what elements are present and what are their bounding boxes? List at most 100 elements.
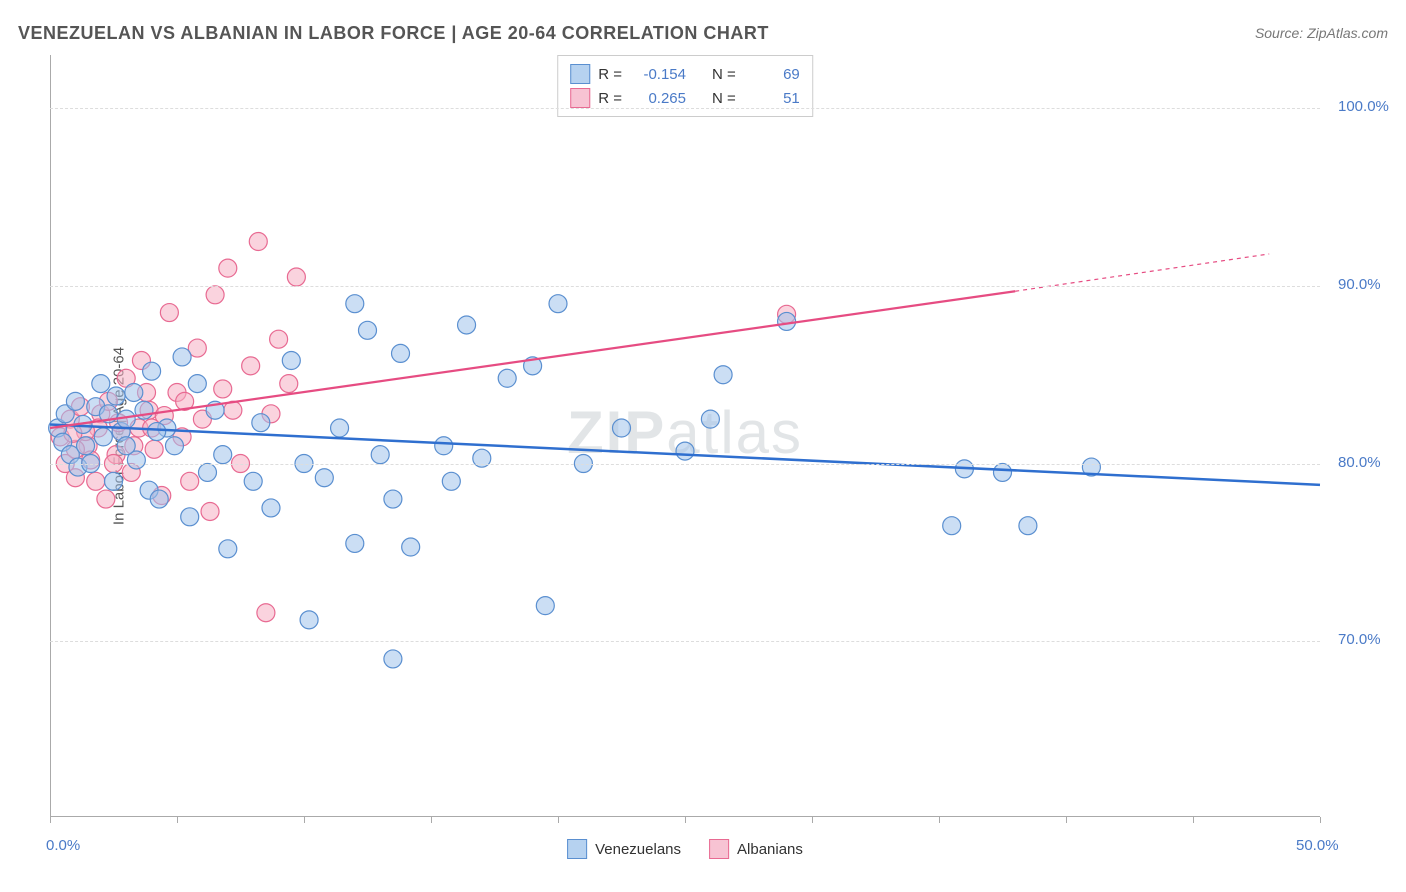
point-venezuelans [300,611,318,629]
point-venezuelans [458,316,476,334]
legend-r-val-0: -0.154 [630,66,686,83]
point-venezuelans [165,437,183,455]
point-venezuelans [701,410,719,428]
point-albanians [201,502,219,520]
point-venezuelans [1019,517,1037,535]
legend-r-val-1: 0.265 [630,90,686,107]
point-albanians [287,268,305,286]
point-venezuelans [498,369,516,387]
point-venezuelans [92,375,110,393]
point-venezuelans [94,428,112,446]
y-tick-label: 90.0% [1338,276,1381,293]
plot-area: In Labor Force | Age 20-64 ZIPatlas R = … [50,55,1320,817]
y-tick-label: 80.0% [1338,454,1381,471]
point-venezuelans [181,508,199,526]
point-venezuelans [105,472,123,490]
point-albanians [270,330,288,348]
point-venezuelans [214,446,232,464]
point-venezuelans [943,517,961,535]
point-albanians [87,472,105,490]
point-venezuelans [994,463,1012,481]
point-albanians [219,259,237,277]
point-venezuelans [676,442,694,460]
point-venezuelans [77,437,95,455]
chart-title: VENEZUELAN VS ALBANIAN IN LABOR FORCE | … [18,23,769,44]
x-tick [50,817,51,823]
point-venezuelans [282,352,300,370]
point-venezuelans [148,423,166,441]
point-albanians [206,286,224,304]
gridline-h [50,108,1320,109]
legend-r-label: R = [598,66,622,83]
chart-container: VENEZUELAN VS ALBANIAN IN LABOR FORCE | … [0,0,1406,892]
x-tick [304,817,305,823]
x-tick [558,817,559,823]
legend-n-label: N = [712,66,736,83]
source-label: Source: ZipAtlas.com [1255,25,1388,41]
title-bar: VENEZUELAN VS ALBANIAN IN LABOR FORCE | … [18,18,1388,48]
swatch-albanians [570,88,590,108]
point-albanians [145,440,163,458]
legend-series: Venezuelans Albanians [567,839,803,859]
point-venezuelans [143,362,161,380]
legend-n-label-1: N = [712,90,736,107]
legend-label-albanians: Albanians [737,841,803,858]
point-venezuelans [150,490,168,508]
legend-r-label-1: R = [598,90,622,107]
legend-n-val-1: 51 [744,90,800,107]
point-venezuelans [107,387,125,405]
point-venezuelans [262,499,280,517]
point-venezuelans [331,419,349,437]
point-albanians [214,380,232,398]
x-tick [939,817,940,823]
point-venezuelans [244,472,262,490]
point-venezuelans [117,437,135,455]
point-venezuelans [442,472,460,490]
x-tick [1193,817,1194,823]
y-tick-label: 100.0% [1338,98,1389,115]
point-venezuelans [384,650,402,668]
legend-item-albanians: Albanians [709,839,803,859]
point-venezuelans [346,534,364,552]
swatch-venezuelans-b [567,839,587,859]
point-venezuelans [371,446,389,464]
point-venezuelans [359,321,377,339]
point-venezuelans [778,312,796,330]
point-venezuelans [549,295,567,313]
point-venezuelans [384,490,402,508]
point-venezuelans [125,383,143,401]
x-tick [685,817,686,823]
point-venezuelans [536,597,554,615]
x-tick [431,817,432,823]
legend-item-venezuelans: Venezuelans [567,839,681,859]
point-venezuelans [173,348,191,366]
point-venezuelans [252,414,270,432]
gridline-h [50,464,1320,465]
legend-n-val-0: 69 [744,66,800,83]
point-albanians [160,304,178,322]
swatch-albanians-b [709,839,729,859]
x-tick-label: 0.0% [46,837,80,854]
point-venezuelans [66,392,84,410]
x-tick [177,817,178,823]
point-venezuelans [219,540,237,558]
swatch-venezuelans [570,64,590,84]
x-tick [1320,817,1321,823]
gridline-h [50,286,1320,287]
x-tick [812,817,813,823]
point-venezuelans [188,375,206,393]
trend-albanians [50,291,1015,428]
legend-label-venezuelans: Venezuelans [595,841,681,858]
point-venezuelans [613,419,631,437]
chart-svg [50,55,1320,817]
point-albanians [280,375,298,393]
point-venezuelans [198,463,216,481]
point-albanians [257,604,275,622]
point-venezuelans [392,344,410,362]
point-venezuelans [315,469,333,487]
x-tick [1066,817,1067,823]
y-tick-label: 70.0% [1338,631,1381,648]
point-venezuelans [435,437,453,455]
point-venezuelans [402,538,420,556]
point-albanians [97,490,115,508]
